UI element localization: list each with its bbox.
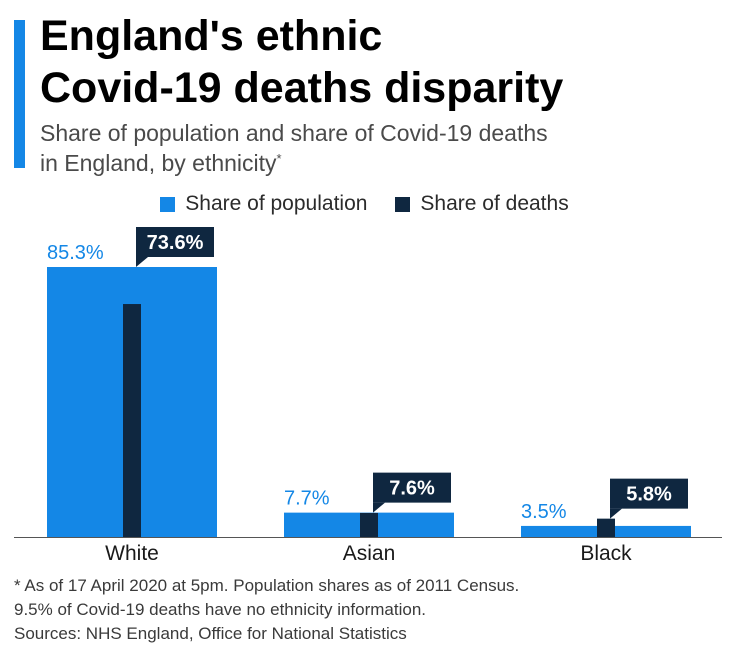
footnotes: * As of 17 April 2020 at 5pm. Population… <box>14 574 714 646</box>
label-deaths-black: 5.8% <box>626 484 672 506</box>
bar-deaths-black <box>597 518 615 537</box>
chart-subtitle: Share of population and share of Covid-1… <box>40 118 720 178</box>
accent-bar <box>14 20 25 168</box>
callout-pointer-deaths-asian <box>373 502 385 513</box>
footnote-line-2: 9.5% of Covid-19 deaths have no ethnicit… <box>14 600 427 619</box>
subtitle-line-2: in England, by ethnicity <box>40 150 277 176</box>
callout-pointer-deaths-black <box>610 508 622 519</box>
footnote-line-1: * As of 17 April 2020 at 5pm. Population… <box>14 576 520 595</box>
category-label-black: Black <box>580 542 632 565</box>
legend-label-deaths: Share of deaths <box>420 192 569 215</box>
label-population-white: 85.3% <box>47 242 104 264</box>
legend-swatch-population <box>160 196 176 212</box>
chart-legend: Share of population Share of deaths <box>0 192 729 216</box>
title-line-1: England's ethnic <box>40 12 383 60</box>
callout-box-deaths-asian <box>373 472 451 503</box>
subtitle-line-2-wrap: in England, by ethnicity* <box>40 148 720 178</box>
category-label-asian: Asian <box>343 542 396 565</box>
legend-label-population: Share of population <box>185 192 368 215</box>
label-deaths-asian: 7.6% <box>389 478 435 500</box>
callout-pointer-deaths-white <box>136 257 148 267</box>
legend-swatch-deaths <box>395 196 411 212</box>
subtitle-footnote-mark: * <box>276 151 282 166</box>
label-population-black: 3.5% <box>521 501 567 523</box>
callout-box-deaths-black <box>610 478 688 509</box>
bar-deaths-white <box>123 304 141 537</box>
chart-title: England's ethnic Covid-19 deaths dispari… <box>40 10 720 114</box>
label-population-asian: 7.7% <box>284 488 330 510</box>
callout-box-deaths-white <box>136 227 214 257</box>
category-label-white: White <box>105 542 159 565</box>
legend-item-population: Share of population <box>160 192 367 216</box>
bar-deaths-asian <box>360 512 378 537</box>
legend-item-deaths: Share of deaths <box>395 192 569 216</box>
title-line-2: Covid-19 deaths disparity <box>40 64 564 112</box>
footnote-sources: Sources: NHS England, Office for Nationa… <box>14 624 407 643</box>
label-deaths-white: 73.6% <box>147 232 204 254</box>
subtitle-line-1: Share of population and share of Covid-1… <box>40 120 548 146</box>
